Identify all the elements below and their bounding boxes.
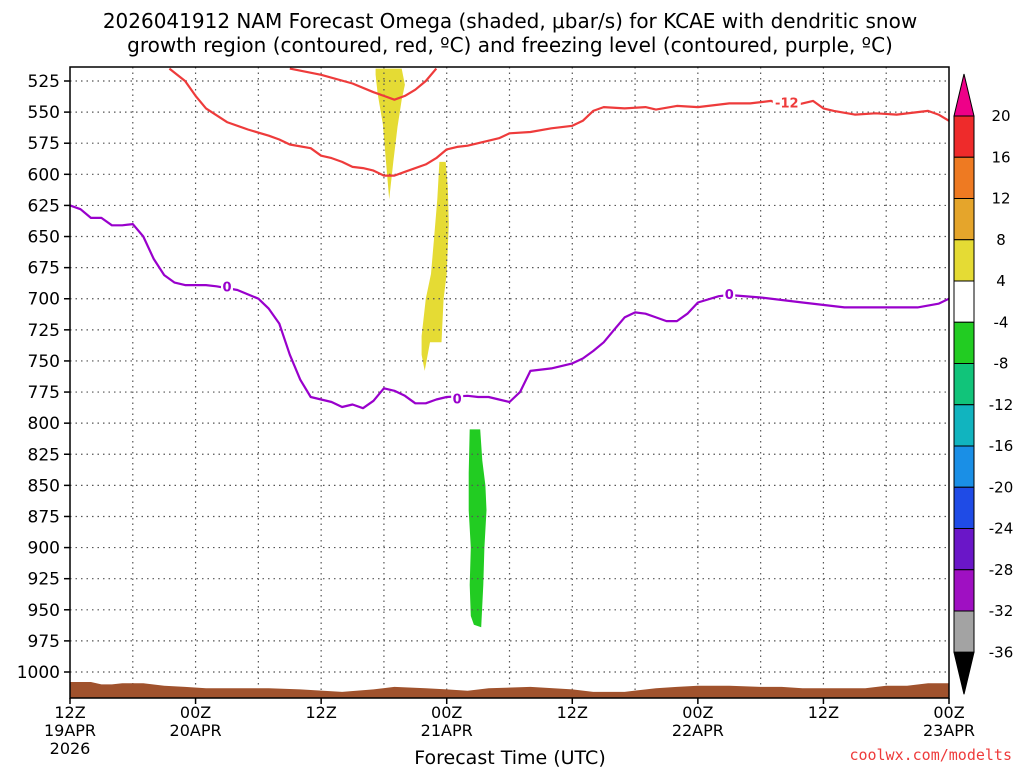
- freezing-label-0-bg: [220, 279, 233, 294]
- colorbar-swatch: [953, 321, 975, 364]
- y-tick-label: 575: [28, 134, 60, 154]
- y-tick-label: 975: [28, 632, 60, 652]
- y-axis: 525 550 575 600 625 650 675 700 725 750 775 800 825 8…: [17, 72, 70, 683]
- colorbar-swatch: [953, 445, 975, 488]
- x-tick-label: 12Z: [305, 703, 336, 722]
- x-tick-label: 23APR: [923, 721, 975, 740]
- colorbar-label: -36: [989, 643, 1014, 661]
- y-tick-label: 600: [28, 165, 60, 185]
- colorbar-swatch: [953, 363, 975, 406]
- freezing-label-1-bg: [451, 391, 464, 406]
- omega-shading: [375, 68, 487, 628]
- y-tick-label: 625: [28, 196, 60, 216]
- colorbar-bottom-arrow: [953, 651, 975, 695]
- x-tick-label: 20APR: [170, 721, 222, 740]
- grid-lines: [70, 67, 949, 698]
- colorbar-swatch: [953, 569, 975, 612]
- x-tick-label: 00Z: [180, 703, 211, 722]
- x-axis-title: Forecast Time (UTC): [414, 747, 605, 768]
- x-tick-label: 2026: [50, 739, 91, 758]
- x-tick-label: 12Z: [808, 703, 839, 722]
- y-tick-label: 1000: [17, 663, 60, 683]
- colorbar-label: -28: [989, 561, 1014, 579]
- colorbar-swatch: [953, 486, 975, 529]
- colorbar-label: -8: [994, 355, 1009, 373]
- freezing-label-2: 0: [725, 288, 734, 303]
- y-tick-label: 875: [28, 507, 60, 527]
- plot-frame: [69, 66, 950, 699]
- x-tick-label: 00Z: [431, 703, 462, 722]
- x-tick-label: 00Z: [682, 703, 713, 722]
- dgz-label-0: -12: [775, 96, 799, 111]
- colorbar-label: -20: [989, 478, 1014, 496]
- dgz-label-0-bg: [772, 95, 801, 110]
- colorbar-swatch: [953, 198, 975, 241]
- y-tick-label: 825: [28, 445, 60, 465]
- y-tick-label: 800: [28, 414, 60, 434]
- y-tick-label: 675: [28, 259, 60, 279]
- colorbar-label: 4: [996, 272, 1006, 290]
- x-tick-label: 12Z: [54, 703, 85, 722]
- contour-labels: 0 0 0 -12: [220, 95, 801, 408]
- colorbar-label: 20: [991, 107, 1010, 125]
- y-tick-label: 650: [28, 228, 60, 248]
- x-tick-label: 00Z: [933, 703, 964, 722]
- x-tick-label: 12Z: [557, 703, 588, 722]
- colorbar-label: 8: [996, 231, 1006, 249]
- y-tick-label: 525: [28, 72, 60, 92]
- chart-title-line1: 2026041912 NAM Forecast Omega (shaded, μ…: [103, 9, 917, 33]
- omega-region-1: [421, 161, 449, 371]
- y-tick-label: 950: [28, 601, 60, 621]
- colorbar-label: -16: [989, 437, 1014, 455]
- colorbar-swatch: [953, 239, 975, 282]
- colorbar-label: -4: [994, 313, 1009, 331]
- colorbar-swatch: [953, 115, 975, 158]
- contour-lines: [70, 67, 949, 410]
- colorbar-label: -12: [989, 396, 1014, 414]
- y-tick-label: 900: [28, 539, 60, 559]
- credit-text: coolwx.com/modelts: [849, 746, 1012, 764]
- colorbar-label: 12: [991, 190, 1010, 208]
- colorbar-swatch: [953, 156, 975, 199]
- colorbar-label: 16: [991, 148, 1010, 166]
- colorbar-swatch: [953, 610, 975, 653]
- y-tick-label: 725: [28, 321, 60, 341]
- freezing-level-line: [70, 204, 949, 410]
- terrain-fill: [70, 682, 949, 698]
- freezing-label-0: 0: [222, 281, 231, 296]
- terrain-polygon: [70, 682, 949, 698]
- x-tick-label: 21APR: [421, 721, 473, 740]
- omega-region-0: [375, 68, 405, 200]
- colorbar-swatch: [953, 404, 975, 447]
- y-tick-label: 850: [28, 476, 60, 496]
- freezing-label-1: 0: [453, 393, 462, 408]
- y-tick-label: 550: [28, 103, 60, 123]
- colorbar-label: -24: [989, 520, 1014, 538]
- y-tick-label: 925: [28, 570, 60, 590]
- colorbar-top-arrow: [953, 73, 975, 117]
- colorbar-swatch: [953, 528, 975, 571]
- x-tick-label: 19APR: [44, 721, 96, 740]
- colorbar: 20 16 12 8 4 -4 -8 -12 -16 -20 -24 -28 -32 -36: [953, 73, 1014, 695]
- omega-region-2: [468, 429, 487, 628]
- colorbar-swatch: [953, 280, 975, 323]
- colorbar-label: -32: [989, 602, 1014, 620]
- chart-title-line2: growth region (contoured, red, ºC) and f…: [127, 33, 893, 57]
- freezing-label-2-bg: [723, 287, 736, 302]
- y-tick-label: 750: [28, 352, 60, 372]
- dgz-isotherm-lower: [168, 67, 949, 177]
- x-tick-label: 22APR: [672, 721, 724, 740]
- y-tick-label: 775: [28, 383, 60, 403]
- dgz-isotherm-upper: [289, 67, 438, 101]
- y-tick-label: 700: [28, 290, 60, 310]
